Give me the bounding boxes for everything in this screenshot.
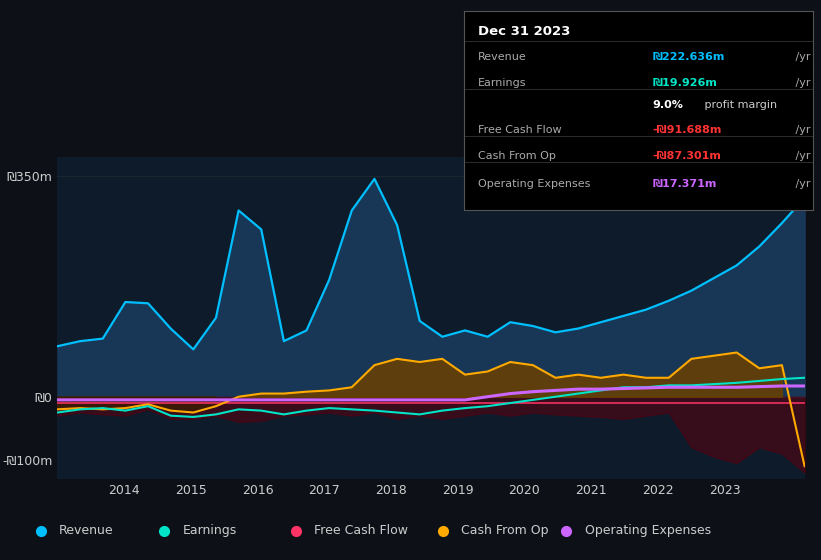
Text: Cash From Op: Cash From Op xyxy=(478,151,556,161)
Text: ₪19.926m: ₪19.926m xyxy=(653,78,718,88)
Text: /yr: /yr xyxy=(792,179,810,189)
Text: 9.0%: 9.0% xyxy=(653,100,683,110)
Text: /yr: /yr xyxy=(792,151,810,161)
Text: ₪17.371m: ₪17.371m xyxy=(653,179,717,189)
Text: Cash From Op: Cash From Op xyxy=(461,524,549,538)
Text: Earnings: Earnings xyxy=(182,524,236,538)
Text: Earnings: Earnings xyxy=(478,78,526,88)
Text: Free Cash Flow: Free Cash Flow xyxy=(478,125,562,136)
Text: Operating Expenses: Operating Expenses xyxy=(585,524,711,538)
Text: -₪91.688m: -₪91.688m xyxy=(653,125,722,136)
Text: -₪87.301m: -₪87.301m xyxy=(653,151,721,161)
Text: Free Cash Flow: Free Cash Flow xyxy=(314,524,407,538)
Text: /yr: /yr xyxy=(792,78,810,88)
Text: ₪222.636m: ₪222.636m xyxy=(653,52,725,62)
Text: /yr: /yr xyxy=(792,125,810,136)
Text: Revenue: Revenue xyxy=(478,52,526,62)
Text: /yr: /yr xyxy=(792,52,810,62)
Text: Operating Expenses: Operating Expenses xyxy=(478,179,590,189)
Text: Dec 31 2023: Dec 31 2023 xyxy=(478,25,571,38)
Text: profit margin: profit margin xyxy=(701,100,777,110)
Text: Revenue: Revenue xyxy=(59,524,114,538)
